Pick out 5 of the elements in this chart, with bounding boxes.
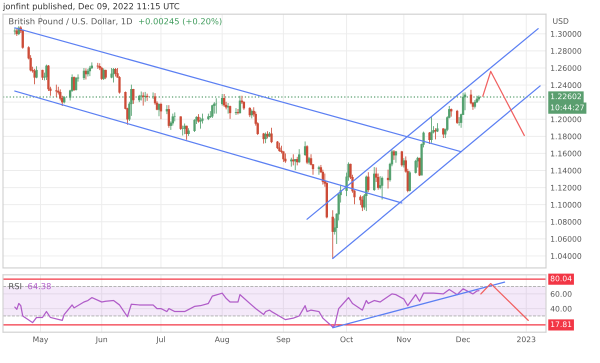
chart-title: British Pound / U.S. Dollar, 1D <box>9 18 132 26</box>
chart-subtitle: +0.00245 (+0.20%) <box>138 18 222 26</box>
text: jonfint published, Dec 09, 2022 11:15 UTC <box>2 2 180 11</box>
text: 64.38 <box>28 282 51 290</box>
text: RSI <box>9 282 22 290</box>
